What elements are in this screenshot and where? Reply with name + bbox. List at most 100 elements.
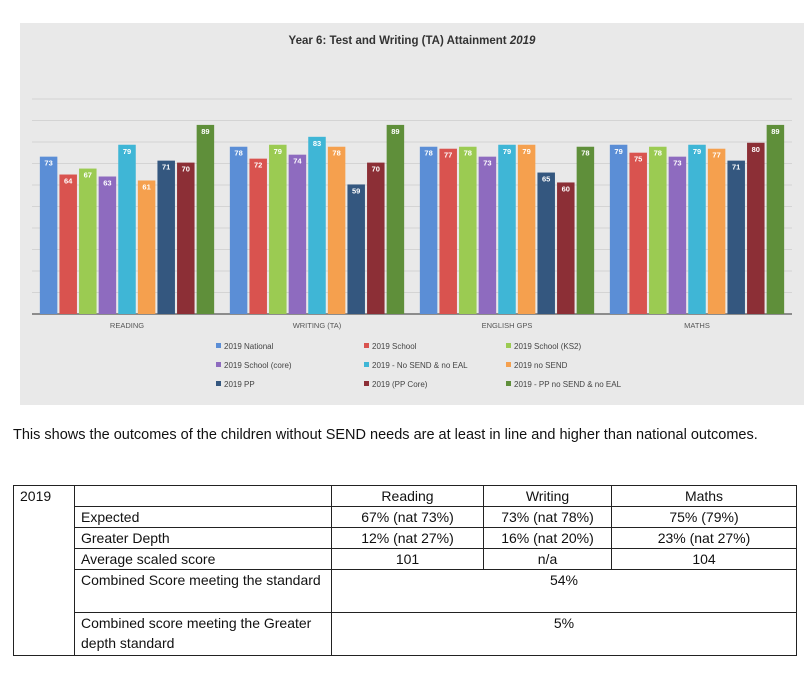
legend-label: 2019 School	[372, 342, 416, 351]
legend-swatch	[216, 343, 221, 348]
row-label-combined-standard: Combined Score meeting the standard	[75, 570, 332, 613]
bar	[577, 147, 595, 314]
bar	[727, 161, 745, 314]
cell-value: 101	[332, 549, 484, 570]
bar-value-label: 75	[634, 155, 642, 164]
results-table: 2019 Reading Writing Maths Expected 67% …	[13, 485, 797, 656]
category-label: WRITING (TA)	[293, 321, 342, 330]
bar-value-label: 73	[44, 159, 52, 168]
bar-value-label: 89	[201, 127, 209, 136]
bar-value-label: 79	[503, 147, 511, 156]
chart-category-labels: READING WRITING (TA) ENGLISH GPS MATHS	[110, 321, 710, 330]
bar	[99, 177, 117, 314]
bar	[420, 147, 438, 314]
bar	[767, 125, 785, 314]
cell-value: n/a	[484, 549, 612, 570]
row-label-expected: Expected	[75, 507, 332, 528]
bar-value-label: 78	[234, 149, 242, 158]
bar-value-label: 77	[712, 151, 720, 160]
chart-panel: Year 6: Test and Writing (TA) Attainment…	[20, 23, 804, 405]
bar	[40, 157, 58, 314]
chart-title: Year 6: Test and Writing (TA) Attainment…	[289, 35, 536, 47]
legend-item: 2019 National	[216, 342, 273, 351]
bar-value-label: 70	[182, 165, 190, 174]
bar-value-label: 89	[771, 127, 779, 136]
bar	[649, 147, 667, 314]
bar-value-label: 73	[483, 159, 491, 168]
bar	[537, 173, 555, 314]
bar	[708, 149, 726, 314]
bar	[439, 149, 457, 314]
category-label: MATHS	[684, 321, 710, 330]
bar	[79, 169, 97, 314]
bar-value-label: 79	[693, 147, 701, 156]
bar	[387, 125, 405, 314]
table-row: Combined Score meeting the standard 54%	[14, 570, 797, 613]
bar-value-label: 79	[274, 147, 282, 156]
bar	[308, 137, 326, 314]
bar	[249, 159, 267, 314]
bar	[177, 163, 195, 314]
bar	[669, 157, 687, 314]
bar	[498, 145, 516, 314]
table-header-row: 2019 Reading Writing Maths	[14, 486, 797, 507]
bar	[118, 145, 136, 314]
caption-text: This shows the outcomes of the children …	[13, 425, 773, 446]
bar-value-label: 70	[372, 165, 380, 174]
bar-value-label: 59	[352, 186, 360, 195]
cell-value: 23% (nat 27%)	[612, 528, 797, 549]
cell-value: 67% (nat 73%)	[332, 507, 484, 528]
row-label-average-score: Average scaled score	[75, 549, 332, 570]
legend-swatch	[216, 362, 221, 367]
combined-value: 5%	[332, 613, 797, 656]
bar-value-label: 77	[444, 151, 452, 160]
bar-value-label: 78	[464, 149, 472, 158]
bar-value-label: 64	[64, 177, 73, 186]
legend-swatch	[364, 343, 369, 348]
bar-value-label: 72	[254, 161, 262, 170]
legend-label: 2019 School (KS2)	[514, 342, 581, 351]
bar	[59, 175, 76, 314]
column-header-maths: Maths	[612, 486, 797, 507]
legend-item: 2019 - No SEND & no EAL	[364, 361, 468, 370]
bar	[629, 153, 647, 314]
table-row: Average scaled score 101 n/a 104	[14, 549, 797, 570]
cell-value: 73% (nat 78%)	[484, 507, 612, 528]
bar-value-label: 83	[313, 139, 321, 148]
bar-value-label: 61	[142, 182, 150, 191]
legend-swatch	[216, 381, 221, 386]
column-header-reading: Reading	[332, 486, 484, 507]
legend-label: 2019 - PP no SEND & no EAL	[514, 380, 621, 389]
bar	[347, 184, 365, 314]
table-row: Greater Depth 12% (nat 27%) 16% (nat 20%…	[14, 528, 797, 549]
column-header-writing: Writing	[484, 486, 612, 507]
bar-value-label: 63	[103, 179, 111, 188]
legend-swatch	[364, 381, 369, 386]
bar	[518, 145, 536, 314]
row-label-combined-greater-depth: Combined score meeting the Greater depth…	[75, 613, 332, 656]
bar	[269, 145, 287, 314]
row-label-greater-depth: Greater Depth	[75, 528, 332, 549]
bar-value-label: 73	[673, 159, 681, 168]
legend-item: 2019 School	[364, 342, 416, 351]
legend-swatch	[506, 362, 511, 367]
bar	[479, 157, 497, 314]
cell-value: 12% (nat 27%)	[332, 528, 484, 549]
legend-item: 2019 (PP Core)	[364, 380, 427, 389]
bar-value-label: 65	[542, 175, 550, 184]
bar	[328, 147, 346, 314]
bar	[138, 180, 156, 314]
bar-value-label: 60	[562, 184, 570, 193]
bar	[367, 163, 385, 314]
legend-swatch	[506, 381, 511, 386]
bar	[557, 182, 575, 314]
blank-header-cell	[75, 486, 332, 507]
legend-item: 2019 School (KS2)	[506, 342, 581, 351]
cell-value: 16% (nat 20%)	[484, 528, 612, 549]
bar-value-label: 79	[614, 147, 622, 156]
legend-label: 2019 (PP Core)	[372, 380, 427, 389]
bar	[688, 145, 706, 314]
bar-value-label: 71	[162, 163, 170, 172]
bar-value-label: 78	[654, 149, 662, 158]
bar-value-label: 78	[424, 149, 432, 158]
